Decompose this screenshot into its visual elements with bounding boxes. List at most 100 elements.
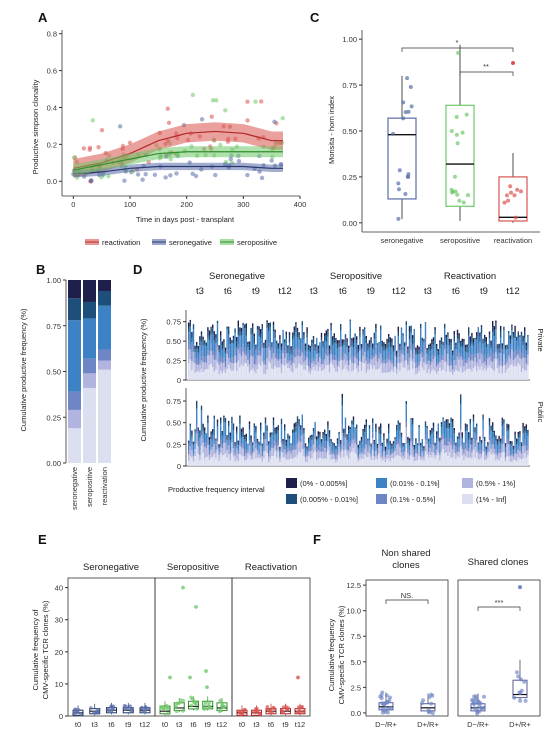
d-bar-seg [487, 444, 489, 447]
d-bar-seg [490, 368, 492, 380]
d-timepoint-label: t3 [196, 286, 204, 297]
d-bar-seg [496, 344, 499, 349]
d-bar-seg [428, 346, 430, 349]
d-bar-seg [440, 424, 443, 427]
d-bar-seg [514, 448, 516, 454]
d-bar-seg [247, 341, 249, 345]
d-bar-seg [484, 354, 486, 362]
d-bar-seg [440, 422, 443, 425]
d-bar-seg [306, 327, 308, 334]
d-bar-seg [328, 360, 331, 365]
d-bar-seg [474, 432, 476, 444]
d-bar-seg [253, 364, 255, 372]
d-bar-seg [220, 423, 222, 440]
d-bar-seg [188, 327, 190, 332]
d-bar-seg [284, 427, 286, 431]
d-bar-seg [372, 368, 374, 380]
d-bar-seg [333, 367, 335, 380]
d-bar-seg [514, 431, 516, 436]
d-bar-seg [344, 437, 347, 450]
d-bar-seg [338, 356, 340, 362]
d-bar-seg [482, 363, 484, 371]
d-bar-seg [304, 370, 307, 380]
d-bar-seg [452, 369, 454, 375]
d-bar-seg [212, 350, 214, 356]
d-bar-seg [282, 345, 284, 354]
d-bar-seg [293, 363, 295, 380]
d-bar-seg [220, 335, 222, 342]
d-bar-seg [263, 348, 265, 361]
d-bar-seg [197, 348, 199, 353]
d-bar-seg [324, 359, 326, 369]
d-bar-seg [253, 343, 255, 355]
e-ytick-label: 10 [55, 680, 63, 689]
d-bar-seg [490, 427, 492, 431]
d-bar-seg [452, 418, 454, 422]
d-bar-seg [362, 363, 364, 380]
d-bar-seg [469, 419, 471, 424]
d-bar-seg [452, 442, 454, 450]
d-bar-seg [399, 456, 401, 466]
d-timepoint-label: t9 [252, 286, 260, 297]
d-bar-seg [402, 446, 404, 453]
d-bar-seg [271, 435, 273, 446]
b-ylabel: Cumulative productive frequency (%) [19, 308, 28, 431]
d-timepoint-label: t12 [392, 286, 405, 297]
d-bar-seg [236, 426, 238, 431]
d-bar-seg [309, 368, 311, 374]
d-bar-seg [213, 436, 215, 444]
f-point [481, 694, 486, 699]
d-bar-seg [354, 443, 356, 453]
a-point-seropositive [218, 142, 223, 148]
d-bar-seg [348, 442, 350, 451]
d-bar-seg [328, 443, 331, 447]
d-bar-seg [332, 442, 334, 444]
d-bar-seg [256, 329, 259, 348]
d-bar-seg [388, 433, 390, 447]
d-bar-seg [501, 343, 503, 346]
d-bar-seg [285, 446, 287, 451]
d-bar-seg [210, 449, 212, 458]
d-bar-seg [392, 348, 395, 352]
d-bar-seg [352, 424, 355, 434]
d-bar-seg [266, 439, 268, 447]
d-timepoint-label: t12 [506, 286, 519, 297]
d-bar-seg [453, 452, 455, 466]
d-bar-seg [197, 352, 199, 362]
e-xtick-label: t12 [140, 720, 150, 729]
d-bar-seg [250, 435, 252, 439]
c-point [515, 187, 520, 192]
e-xtick-label: t0 [162, 720, 168, 729]
d-bar-seg [474, 339, 476, 354]
d-bar-seg [418, 346, 420, 351]
d-bar-seg [466, 450, 468, 459]
d-bar-seg [506, 349, 508, 360]
d-bar-seg [349, 429, 351, 442]
d-bar-seg [320, 332, 323, 338]
d-bar-seg [445, 452, 447, 466]
d-bar-seg [479, 351, 481, 360]
d-bar-seg [413, 449, 415, 455]
e-facet-seropositive: Seropositive [167, 562, 219, 573]
d-bar-seg [498, 373, 500, 380]
d-bar-seg [311, 346, 313, 358]
d-bar-seg [378, 358, 380, 369]
d-bar-seg [192, 325, 195, 330]
d-bar-seg [448, 366, 451, 372]
d-bar-seg [381, 342, 383, 348]
c-point [502, 200, 507, 205]
d-bar-seg [204, 434, 206, 443]
d-bar-seg [263, 360, 265, 365]
d-bar-seg [504, 444, 507, 448]
d-bar-seg [525, 350, 527, 359]
d-bar-seg [210, 343, 212, 352]
d-bar-seg [189, 426, 191, 441]
d-bar-seg [268, 325, 270, 332]
d-bar-seg [517, 331, 519, 333]
c-point [453, 189, 458, 194]
d-bar-seg [284, 339, 286, 343]
d-bar-seg [336, 340, 339, 344]
d-bar-seg [452, 355, 454, 367]
d-bar-seg [200, 334, 203, 342]
d-bar-seg [378, 441, 380, 446]
